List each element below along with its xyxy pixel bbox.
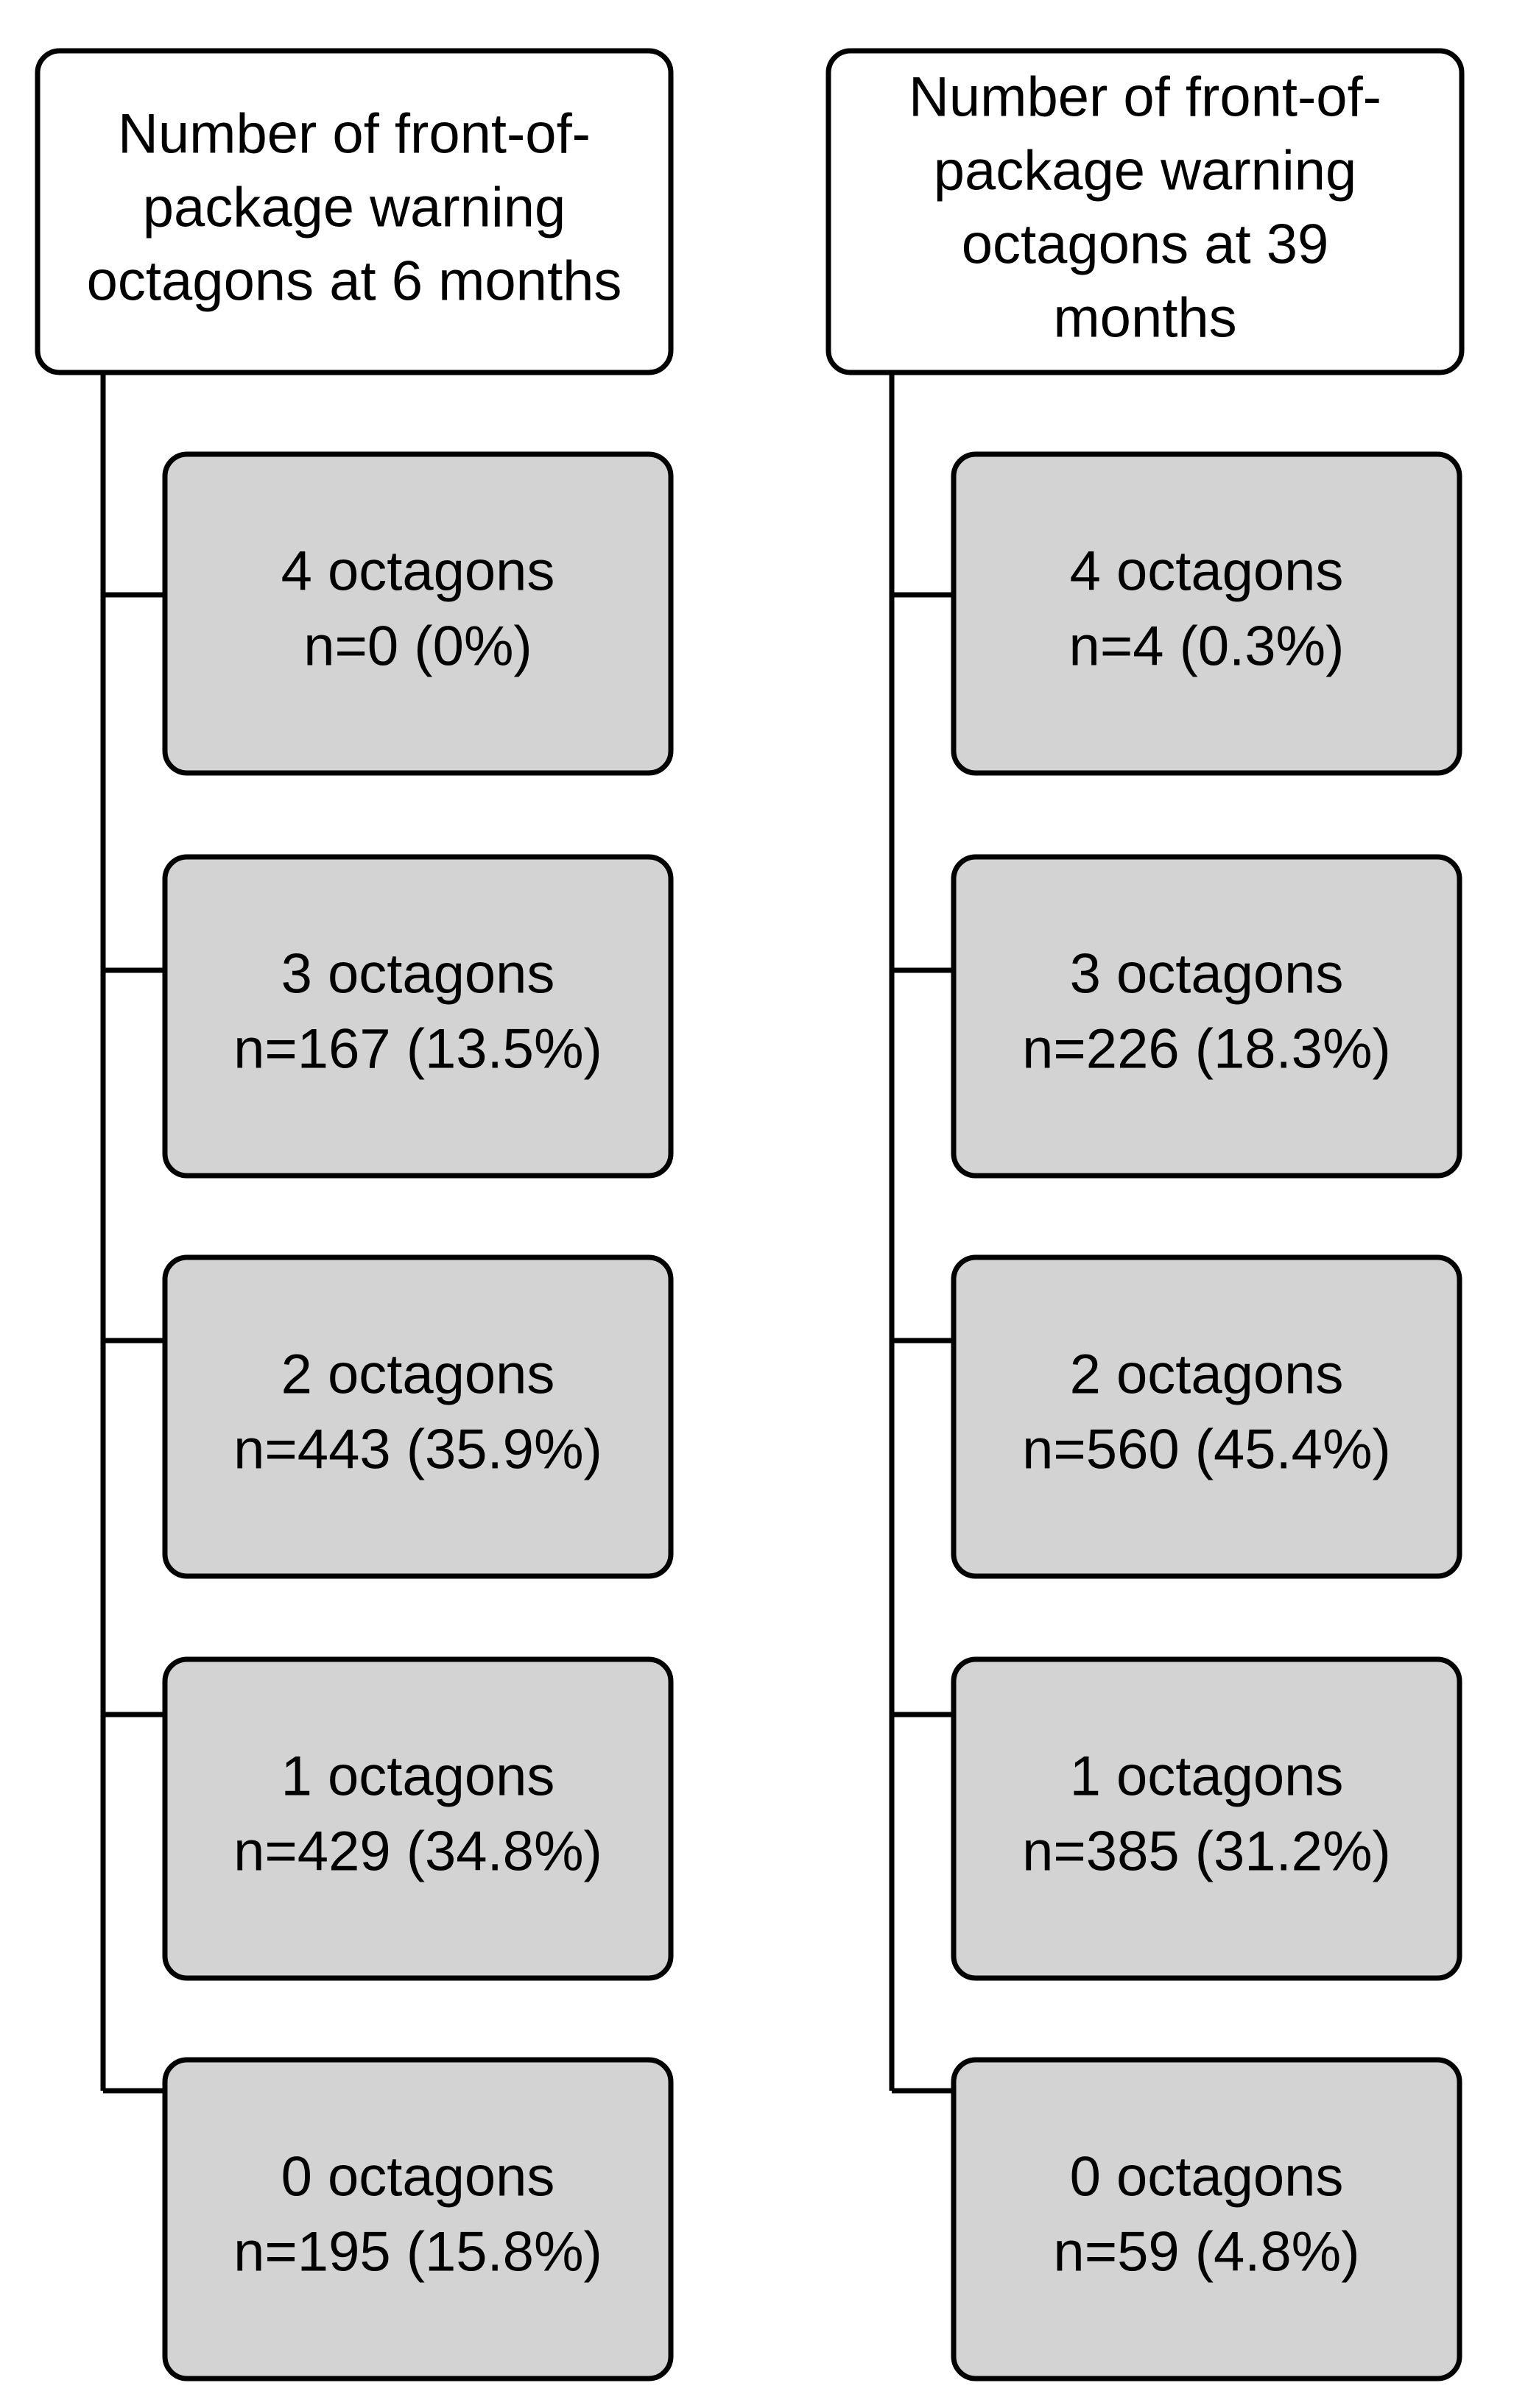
node-box bbox=[162, 854, 674, 1179]
header-text: octagons at 6 months bbox=[87, 250, 622, 313]
node-count: n=560 (45.4%) bbox=[1022, 1419, 1391, 1481]
header-text: Number of front-of- bbox=[118, 103, 591, 166]
node-count: n=195 (15.8%) bbox=[233, 2221, 602, 2284]
node-box bbox=[162, 2057, 674, 2381]
header-text: octagons at 39 bbox=[962, 213, 1329, 276]
node-count: n=226 (18.3%) bbox=[1022, 1018, 1391, 1081]
node-box bbox=[162, 451, 674, 776]
node-box bbox=[951, 2057, 1462, 2381]
node-count: n=167 (13.5%) bbox=[233, 1018, 602, 1081]
node-label: 0 octagons bbox=[281, 2146, 555, 2208]
node-label: 3 octagons bbox=[1070, 943, 1344, 1006]
node-count: n=429 (34.8%) bbox=[233, 1821, 602, 1883]
node-count: n=385 (31.2%) bbox=[1022, 1821, 1391, 1883]
node-label: 3 octagons bbox=[281, 943, 555, 1006]
header-text: Number of front-of- bbox=[909, 66, 1381, 129]
node-box bbox=[162, 1656, 674, 1981]
node-count: n=443 (35.9%) bbox=[233, 1419, 602, 1481]
header-text: package warning bbox=[934, 140, 1357, 202]
node-box bbox=[951, 451, 1462, 776]
node-label: 4 octagons bbox=[1070, 540, 1344, 603]
header-text: package warning bbox=[143, 177, 566, 239]
header-box bbox=[35, 48, 674, 375]
node-label: 2 octagons bbox=[281, 1344, 555, 1406]
node-box bbox=[951, 854, 1462, 1179]
node-box bbox=[951, 1656, 1462, 1981]
node-label: 1 octagons bbox=[1070, 1745, 1344, 1808]
node-label: 2 octagons bbox=[1070, 1344, 1344, 1406]
header-box bbox=[825, 48, 1465, 375]
node-count: n=4 (0.3%) bbox=[1069, 615, 1345, 678]
node-label: 0 octagons bbox=[1070, 2146, 1344, 2208]
header-text: months bbox=[1053, 287, 1236, 350]
node-count: n=59 (4.8%) bbox=[1053, 2221, 1359, 2284]
node-label: 4 octagons bbox=[281, 540, 555, 603]
node-box bbox=[162, 1254, 674, 1579]
node-count: n=0 (0%) bbox=[303, 615, 532, 678]
node-box bbox=[951, 1254, 1462, 1579]
node-label: 1 octagons bbox=[281, 1745, 555, 1808]
